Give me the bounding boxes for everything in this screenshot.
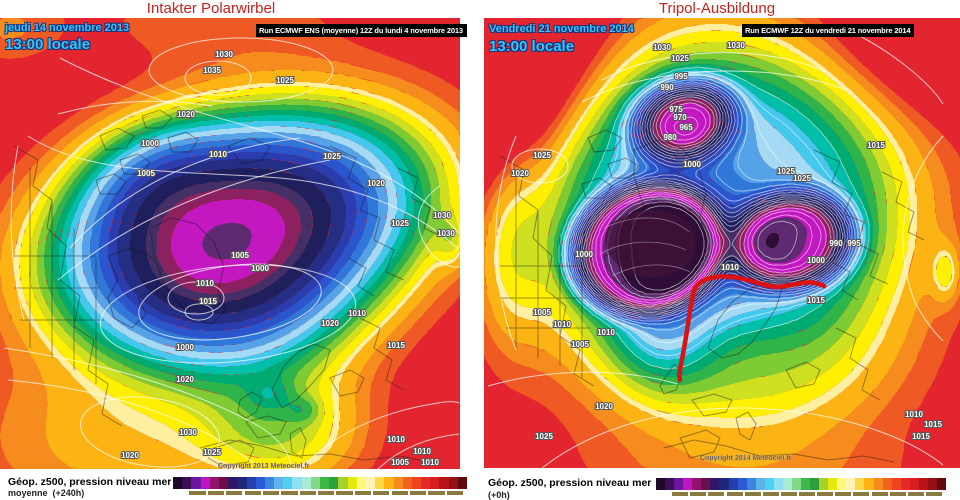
svg-text:1010: 1010 [413,447,431,456]
svg-text:1025: 1025 [533,151,551,160]
svg-text:1020: 1020 [177,110,195,119]
svg-text:1025: 1025 [323,152,341,161]
svg-text:1010: 1010 [387,435,405,444]
svg-text:1005: 1005 [571,340,589,349]
svg-text:1010: 1010 [421,458,439,467]
svg-text:965: 965 [679,123,693,132]
svg-text:1015: 1015 [912,432,930,441]
svg-text:1025: 1025 [391,219,409,228]
svg-text:1000: 1000 [251,264,269,273]
svg-text:1005: 1005 [533,308,551,317]
svg-text:1035: 1035 [203,66,221,75]
svg-text:1015: 1015 [807,296,825,305]
svg-text:1005: 1005 [137,169,155,178]
svg-text:1010: 1010 [209,150,227,159]
svg-text:Copyright 2014 Meteociel.fr: Copyright 2014 Meteociel.fr [700,455,792,462]
svg-text:990: 990 [660,83,674,92]
svg-text:1000: 1000 [141,139,159,148]
svg-text:1030: 1030 [433,211,451,220]
svg-text:1020: 1020 [595,402,613,411]
svg-text:1025: 1025 [793,174,811,183]
svg-text:1020: 1020 [511,169,529,178]
svg-text:1020: 1020 [367,179,385,188]
svg-text:990: 990 [829,239,843,248]
svg-text:1030: 1030 [179,428,197,437]
svg-text:1010: 1010 [196,279,214,288]
svg-text:1000: 1000 [683,160,701,169]
svg-text:1000: 1000 [176,343,194,352]
svg-text:1030: 1030 [215,50,233,59]
svg-text:1020: 1020 [121,451,139,460]
svg-text:1010: 1010 [721,263,739,272]
svg-text:1010: 1010 [905,410,923,419]
svg-text:1000: 1000 [807,256,825,265]
svg-text:1020: 1020 [321,319,339,328]
svg-text:995: 995 [847,239,861,248]
svg-text:1010: 1010 [348,309,366,318]
svg-text:1015: 1015 [924,420,942,429]
svg-text:1000: 1000 [575,250,593,259]
svg-text:1015: 1015 [867,141,885,150]
svg-text:Copyright 2013 Meteociel.fr: Copyright 2013 Meteociel.fr [218,463,310,469]
svg-text:1025: 1025 [203,448,221,457]
svg-text:1025: 1025 [535,432,553,441]
svg-text:1030: 1030 [727,41,745,50]
svg-text:995: 995 [674,72,688,81]
svg-text:1010: 1010 [597,328,615,337]
svg-text:1010: 1010 [553,320,571,329]
svg-text:1025: 1025 [777,167,795,176]
svg-text:1030: 1030 [437,229,455,238]
svg-text:1025: 1025 [671,54,689,63]
svg-text:1015: 1015 [387,341,405,350]
svg-text:1005: 1005 [231,251,249,260]
svg-text:975: 975 [669,105,683,114]
svg-text:1020: 1020 [176,375,194,384]
svg-text:980: 980 [663,133,677,142]
svg-text:1030: 1030 [653,43,671,52]
svg-text:1005: 1005 [391,458,409,467]
svg-text:1025: 1025 [276,76,294,85]
svg-text:1015: 1015 [199,297,217,306]
svg-text:970: 970 [673,113,687,122]
